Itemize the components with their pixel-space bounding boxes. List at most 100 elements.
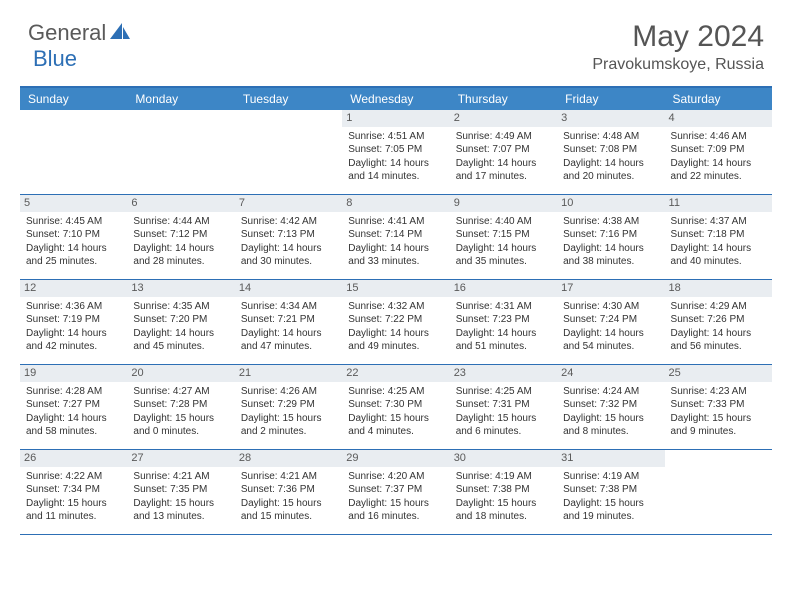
day-detail-line: Sunset: 7:19 PM	[26, 313, 121, 327]
day-detail-line: Sunrise: 4:32 AM	[348, 300, 443, 314]
day-detail-line: Sunset: 7:07 PM	[456, 143, 551, 157]
day-detail-line: Sunrise: 4:44 AM	[133, 215, 228, 229]
day-detail-line: Daylight: 14 hours	[563, 327, 658, 341]
day-detail-line: and 54 minutes.	[563, 340, 658, 354]
day-detail-line: Daylight: 14 hours	[133, 242, 228, 256]
day-detail-line: Sunset: 7:16 PM	[563, 228, 658, 242]
day-detail-line: Sunset: 7:22 PM	[348, 313, 443, 327]
day-cell: 29Sunrise: 4:20 AMSunset: 7:37 PMDayligh…	[342, 450, 449, 534]
day-detail-line: Daylight: 14 hours	[456, 327, 551, 341]
day-cell: 17Sunrise: 4:30 AMSunset: 7:24 PMDayligh…	[557, 280, 664, 364]
day-cell: 12Sunrise: 4:36 AMSunset: 7:19 PMDayligh…	[20, 280, 127, 364]
day-detail-line: and 51 minutes.	[456, 340, 551, 354]
day-detail-line: Sunset: 7:08 PM	[563, 143, 658, 157]
day-detail-line: Daylight: 14 hours	[241, 327, 336, 341]
day-cell: 15Sunrise: 4:32 AMSunset: 7:22 PMDayligh…	[342, 280, 449, 364]
day-detail-line: Sunrise: 4:51 AM	[348, 130, 443, 144]
day-detail-line: Daylight: 14 hours	[133, 327, 228, 341]
day-detail-line: and 0 minutes.	[133, 425, 228, 439]
day-cell: 5Sunrise: 4:45 AMSunset: 7:10 PMDaylight…	[20, 195, 127, 279]
day-detail-line: Sunset: 7:26 PM	[671, 313, 766, 327]
month-title: May 2024	[592, 20, 764, 54]
day-number: 1	[342, 110, 449, 127]
day-detail-line: Sunset: 7:13 PM	[241, 228, 336, 242]
day-number: 3	[557, 110, 664, 127]
day-cell: 4Sunrise: 4:46 AMSunset: 7:09 PMDaylight…	[665, 110, 772, 194]
day-number: 19	[20, 365, 127, 382]
day-detail-line: and 14 minutes.	[348, 170, 443, 184]
day-cell: 2Sunrise: 4:49 AMSunset: 7:07 PMDaylight…	[450, 110, 557, 194]
day-cell: 13Sunrise: 4:35 AMSunset: 7:20 PMDayligh…	[127, 280, 234, 364]
day-detail-line: and 11 minutes.	[26, 510, 121, 524]
day-detail-line: Sunset: 7:35 PM	[133, 483, 228, 497]
day-number: 18	[665, 280, 772, 297]
day-detail-line: and 56 minutes.	[671, 340, 766, 354]
day-detail-line: and 40 minutes.	[671, 255, 766, 269]
day-number: 10	[557, 195, 664, 212]
day-detail-line: Daylight: 14 hours	[563, 242, 658, 256]
day-detail-line: Sunset: 7:28 PM	[133, 398, 228, 412]
day-detail-line: Sunrise: 4:27 AM	[133, 385, 228, 399]
day-detail-line: Sunrise: 4:23 AM	[671, 385, 766, 399]
day-cell: 31Sunrise: 4:19 AMSunset: 7:38 PMDayligh…	[557, 450, 664, 534]
day-detail-line: Sunrise: 4:24 AM	[563, 385, 658, 399]
day-detail-line: Sunset: 7:29 PM	[241, 398, 336, 412]
day-detail-line: Sunrise: 4:34 AM	[241, 300, 336, 314]
day-cell: 16Sunrise: 4:31 AMSunset: 7:23 PMDayligh…	[450, 280, 557, 364]
day-number: 17	[557, 280, 664, 297]
day-detail-line: Sunrise: 4:36 AM	[26, 300, 121, 314]
day-number: 22	[342, 365, 449, 382]
day-detail-line: and 15 minutes.	[241, 510, 336, 524]
day-detail-line: and 38 minutes.	[563, 255, 658, 269]
day-cell: 20Sunrise: 4:27 AMSunset: 7:28 PMDayligh…	[127, 365, 234, 449]
day-detail-line: and 13 minutes.	[133, 510, 228, 524]
dayhead-sun: Sunday	[20, 88, 127, 110]
day-detail-line: Sunrise: 4:46 AM	[671, 130, 766, 144]
day-detail-line: Daylight: 15 hours	[563, 412, 658, 426]
day-cell: 26Sunrise: 4:22 AMSunset: 7:34 PMDayligh…	[20, 450, 127, 534]
day-cell: 18Sunrise: 4:29 AMSunset: 7:26 PMDayligh…	[665, 280, 772, 364]
day-detail-line: Daylight: 14 hours	[671, 242, 766, 256]
day-detail-line: Daylight: 15 hours	[26, 497, 121, 511]
day-cell: 6Sunrise: 4:44 AMSunset: 7:12 PMDaylight…	[127, 195, 234, 279]
day-detail-line: Sunset: 7:36 PM	[241, 483, 336, 497]
week-row: 19Sunrise: 4:28 AMSunset: 7:27 PMDayligh…	[20, 365, 772, 450]
day-detail-line: and 8 minutes.	[563, 425, 658, 439]
day-detail-line: Sunrise: 4:49 AM	[456, 130, 551, 144]
day-detail-line: Sunset: 7:21 PM	[241, 313, 336, 327]
day-detail-line: Sunset: 7:09 PM	[671, 143, 766, 157]
week-row: 5Sunrise: 4:45 AMSunset: 7:10 PMDaylight…	[20, 195, 772, 280]
day-number: 26	[20, 450, 127, 467]
day-detail-line: Sunset: 7:33 PM	[671, 398, 766, 412]
day-number: 14	[235, 280, 342, 297]
day-detail-line: Daylight: 14 hours	[348, 242, 443, 256]
day-detail-line: Sunset: 7:31 PM	[456, 398, 551, 412]
day-detail-line: Sunset: 7:38 PM	[563, 483, 658, 497]
day-number: 8	[342, 195, 449, 212]
day-detail-line: and 17 minutes.	[456, 170, 551, 184]
day-cell: 8Sunrise: 4:41 AMSunset: 7:14 PMDaylight…	[342, 195, 449, 279]
day-detail-line: and 47 minutes.	[241, 340, 336, 354]
page-header: General May 2024 Pravokumskoye, Russia	[0, 0, 792, 80]
day-detail-line: Sunrise: 4:19 AM	[563, 470, 658, 484]
day-cell: 25Sunrise: 4:23 AMSunset: 7:33 PMDayligh…	[665, 365, 772, 449]
day-detail-line: Daylight: 14 hours	[563, 157, 658, 171]
day-detail-line: and 58 minutes.	[26, 425, 121, 439]
day-cell: 28Sunrise: 4:21 AMSunset: 7:36 PMDayligh…	[235, 450, 342, 534]
day-number: 13	[127, 280, 234, 297]
dayhead-tue: Tuesday	[235, 88, 342, 110]
day-detail-line: and 20 minutes.	[563, 170, 658, 184]
day-detail-line: Sunrise: 4:29 AM	[671, 300, 766, 314]
day-header-row: Sunday Monday Tuesday Wednesday Thursday…	[20, 88, 772, 110]
day-detail-line: Sunrise: 4:21 AM	[241, 470, 336, 484]
day-cell: 30Sunrise: 4:19 AMSunset: 7:38 PMDayligh…	[450, 450, 557, 534]
day-cell: 11Sunrise: 4:37 AMSunset: 7:18 PMDayligh…	[665, 195, 772, 279]
day-detail-line: Sunrise: 4:21 AM	[133, 470, 228, 484]
day-number: 15	[342, 280, 449, 297]
day-detail-line: and 19 minutes.	[563, 510, 658, 524]
day-number: 28	[235, 450, 342, 467]
day-cell: 27Sunrise: 4:21 AMSunset: 7:35 PMDayligh…	[127, 450, 234, 534]
day-cell: 3Sunrise: 4:48 AMSunset: 7:08 PMDaylight…	[557, 110, 664, 194]
day-detail-line: Daylight: 15 hours	[133, 497, 228, 511]
day-detail-line: Daylight: 15 hours	[456, 497, 551, 511]
